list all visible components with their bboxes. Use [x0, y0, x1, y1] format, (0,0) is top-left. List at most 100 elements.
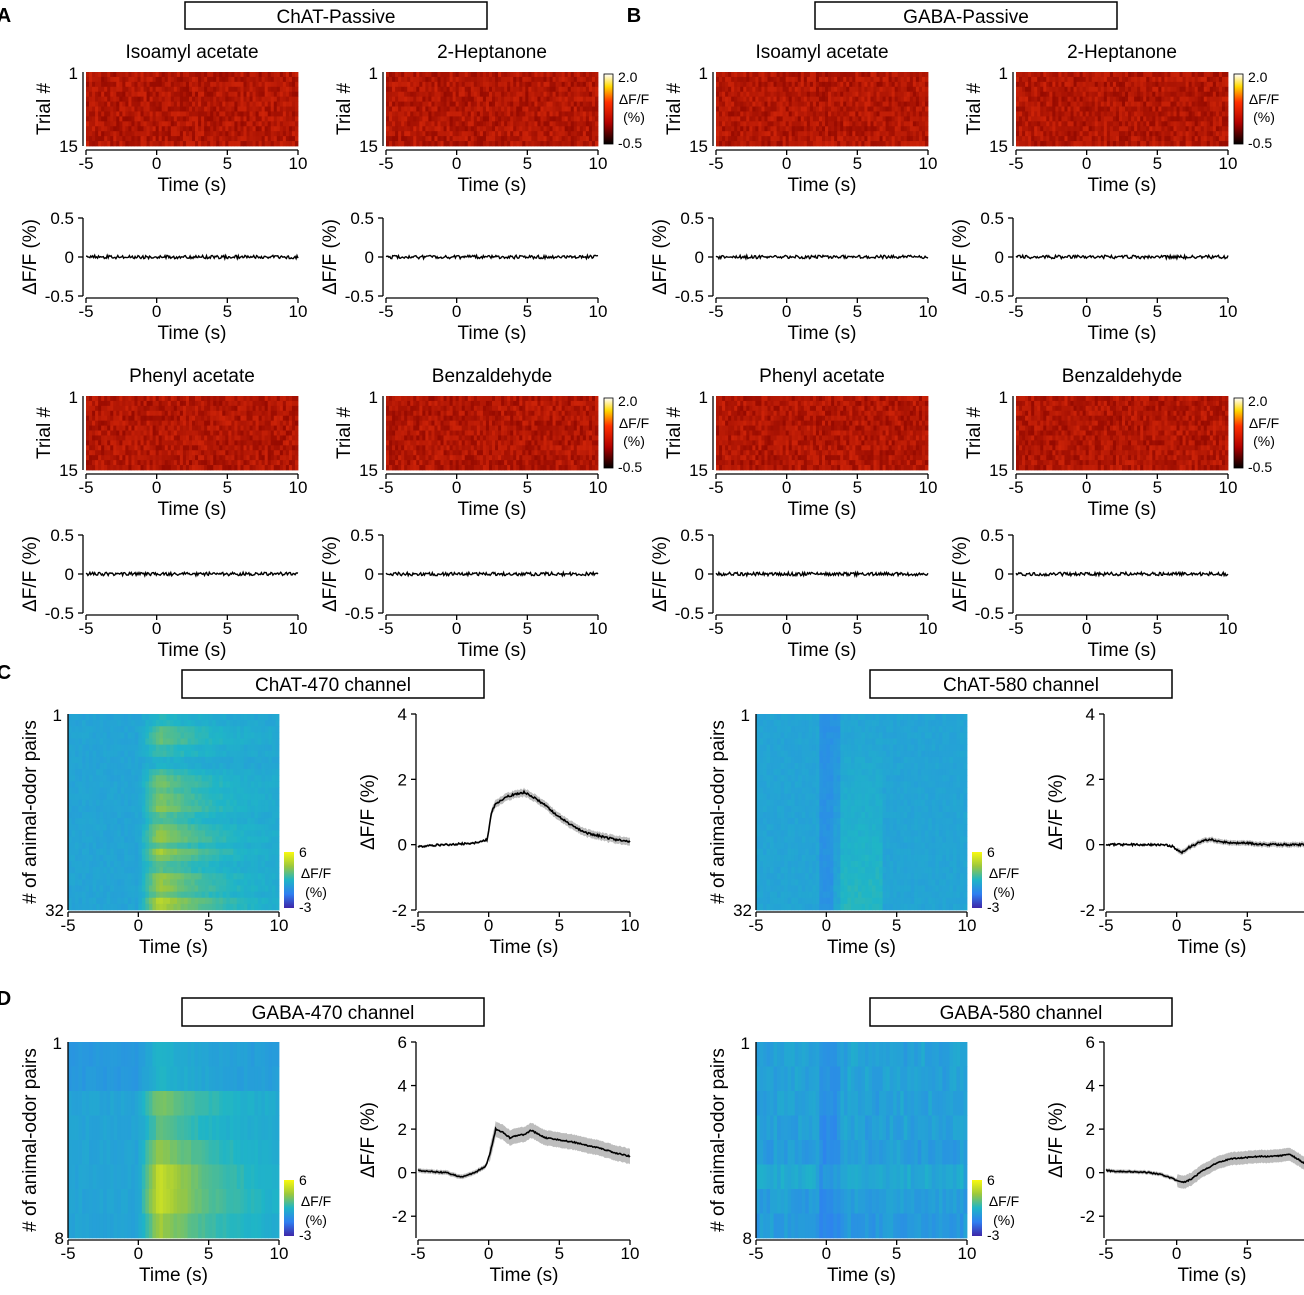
heatmap-cell	[558, 111, 563, 117]
heatmap-cell	[731, 101, 735, 107]
heatmap-cell	[288, 445, 293, 451]
heatmap-cell	[570, 396, 575, 402]
heatmap-cell	[398, 131, 402, 137]
heatmap-cell	[285, 430, 290, 436]
heatmap-cell	[476, 425, 481, 431]
heatmap-cell	[113, 430, 117, 436]
heatmap-cell	[467, 460, 472, 466]
heatmap-cell	[516, 106, 520, 112]
heatmap-cell	[843, 81, 847, 88]
heatmap-cell	[476, 450, 481, 456]
heatmap-cell	[182, 141, 187, 147]
heatmap-cell	[852, 91, 856, 98]
heatmap-cell	[185, 425, 190, 431]
heatmap-cell	[249, 72, 253, 78]
heatmap-cell	[492, 465, 496, 471]
heatmap-cell	[207, 435, 211, 441]
heatmap-cell	[534, 81, 538, 88]
heatmap-cell	[564, 465, 569, 471]
heatmap-cell	[464, 410, 469, 417]
heatmap-cell	[192, 91, 196, 98]
heatmap-cell	[504, 86, 508, 93]
heatmap-cell	[473, 445, 478, 451]
heatmap-cell	[288, 126, 293, 132]
heatmap-cell	[122, 440, 126, 446]
heatmap-cell	[237, 72, 241, 78]
heatmap-cell	[195, 106, 199, 112]
heatmap-cell	[279, 450, 284, 456]
heatmap-cell	[294, 111, 299, 117]
heatmap-cell	[525, 445, 529, 451]
heatmap-cell	[395, 131, 399, 137]
heatmap-cell	[770, 101, 774, 107]
heatmap-cell	[104, 425, 108, 431]
heatmap-cell	[446, 440, 450, 446]
heatmap-cell	[573, 126, 578, 132]
heatmap-cell	[279, 435, 284, 441]
heatmap-cell	[204, 465, 208, 471]
heatmap-cell	[222, 96, 226, 102]
heatmap-cell	[510, 455, 514, 461]
y-tick-label: -0.5	[45, 287, 74, 306]
heatmap-cell	[192, 435, 196, 441]
heatmap-cell	[549, 455, 553, 461]
heatmap-cell	[564, 126, 569, 132]
heatmap-cell	[488, 440, 493, 446]
heatmap-cell	[386, 460, 390, 466]
heatmap-cell	[188, 420, 193, 426]
heatmap-cell	[98, 121, 102, 127]
heatmap-cell	[270, 106, 275, 112]
heatmap-cell	[588, 410, 593, 417]
heatmap-cell	[498, 400, 502, 407]
heatmap-cell	[425, 435, 429, 441]
heatmap-cell	[92, 445, 96, 451]
heatmap-cell	[452, 96, 457, 102]
heatmap-cell	[488, 450, 493, 456]
heatmap-cell	[294, 450, 299, 456]
heatmap-cell	[285, 72, 290, 78]
heatmap-cell	[449, 460, 454, 466]
heatmap-cell	[386, 435, 390, 441]
heatmap-cell	[222, 106, 226, 112]
heatmap-cell	[143, 435, 147, 441]
heatmap-cell	[779, 81, 784, 88]
heatmap-cell	[95, 96, 99, 102]
heatmap-cell	[725, 76, 729, 83]
heatmap-cell	[201, 116, 205, 122]
heatmap-cell	[594, 76, 599, 83]
heatmap-cell	[525, 455, 529, 461]
heatmap-cell	[591, 465, 596, 471]
heatmap-cell	[95, 410, 99, 417]
heatmap-cell	[243, 141, 247, 147]
heatmap-cell	[498, 81, 502, 88]
heatmap-cell	[294, 420, 299, 426]
heatmap-cell	[92, 96, 96, 102]
heatmap-cell	[422, 455, 426, 461]
heatmap-cell	[476, 415, 481, 422]
heatmap-cell	[488, 460, 493, 466]
heatmap-cell	[407, 415, 411, 422]
heatmap-cell	[458, 420, 463, 426]
heatmap-cell	[225, 420, 229, 426]
heatmap-cell	[734, 91, 738, 98]
heatmap-cell	[410, 445, 414, 451]
heatmap-cell	[210, 76, 214, 83]
heatmap-cell	[237, 121, 241, 127]
heatmap-cell	[398, 425, 402, 431]
heatmap-cell	[188, 410, 193, 417]
heatmap-cell	[149, 111, 154, 117]
heatmap-cell	[92, 440, 96, 446]
heatmap-cell	[216, 136, 220, 142]
heatmap-cell	[461, 455, 466, 461]
heatmap-cell	[225, 131, 229, 137]
heatmap-cell	[222, 111, 226, 117]
heatmap-cell	[482, 405, 487, 412]
heatmap-cell	[531, 126, 535, 132]
heatmap-cell	[98, 415, 102, 422]
heatmap-cell	[558, 121, 563, 127]
heatmap-cell	[110, 410, 114, 417]
heatmap-cell	[743, 111, 747, 117]
heatmap-cell	[404, 465, 408, 471]
heatmap-cell	[252, 121, 256, 127]
heatmap-cell	[825, 106, 829, 112]
